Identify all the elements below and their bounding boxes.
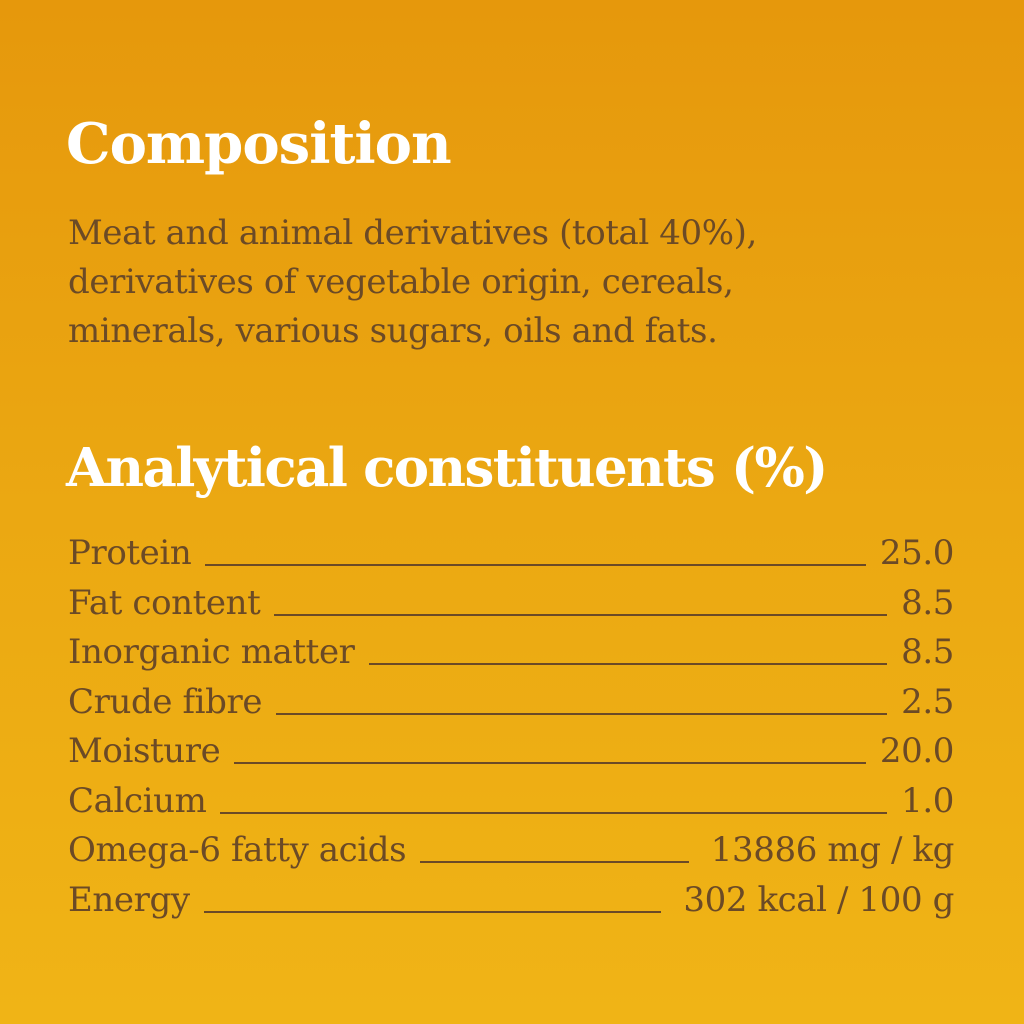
constituent-row-moisture: Moisture 20.0 [68,731,954,781]
composition-line: derivatives of vegetable origin, cereals… [68,262,734,302]
constituent-row-fat-content: Fat content 8.5 [68,583,954,633]
constituent-label: Inorganic matter [68,632,355,672]
constituent-value: 8.5 [901,582,954,623]
constituent-label: Crude fibre [68,681,263,722]
constituent-value: 13886 mg / kg [710,830,955,870]
constituent-value: 8.5 [901,632,954,672]
constituent-label: Protein [68,533,192,573]
constituent-row-inorganic-matter: Inorganic matter 8.5 [68,632,954,682]
composition-heading: Composition [66,111,452,177]
composition-line: minerals, various sugars, oils and fats. [68,311,718,351]
constituent-row-calcium: Calcium 1.0 [68,781,954,831]
composition-line: Meat and animal derivatives (total 40%), [68,213,757,253]
leader-line [220,811,888,814]
constituent-value: 1.0 [901,780,954,821]
constituent-value: 25.0 [879,533,955,573]
composition-text: Meat and animal derivatives (total 40%),… [68,209,968,356]
leader-line [205,564,866,566]
constituent-row-protein: Protein 25.0 [68,533,954,583]
leader-line [203,910,662,913]
constituent-value: 20.0 [879,731,955,771]
leader-line [234,762,866,764]
constituent-row-omega-6-fatty-acids: Omega-6 fatty acids 13886 mg / kg [68,830,954,880]
constituent-value: 2.5 [901,681,954,722]
analytical-constituents-heading: Analytical constituents (%) [66,437,828,499]
leader-line [274,613,888,616]
constituent-label: Moisture [68,731,221,771]
constituent-row-energy: Energy 302 kcal / 100 g [68,880,954,930]
leader-line [276,712,888,715]
leader-line [368,663,888,665]
constituent-label: Omega-6 fatty acids [68,830,407,870]
constituent-label: Energy [68,879,190,920]
leader-line [420,861,689,863]
constituent-value: 302 kcal / 100 g [683,879,954,920]
constituent-row-crude-fibre: Crude fibre 2.5 [68,682,954,732]
analytical-constituents-list: Protein 25.0 Fat content 8.5 Inorganic m… [68,533,954,929]
constituent-label: Calcium [68,780,207,821]
constituent-label: Fat content [68,582,261,623]
